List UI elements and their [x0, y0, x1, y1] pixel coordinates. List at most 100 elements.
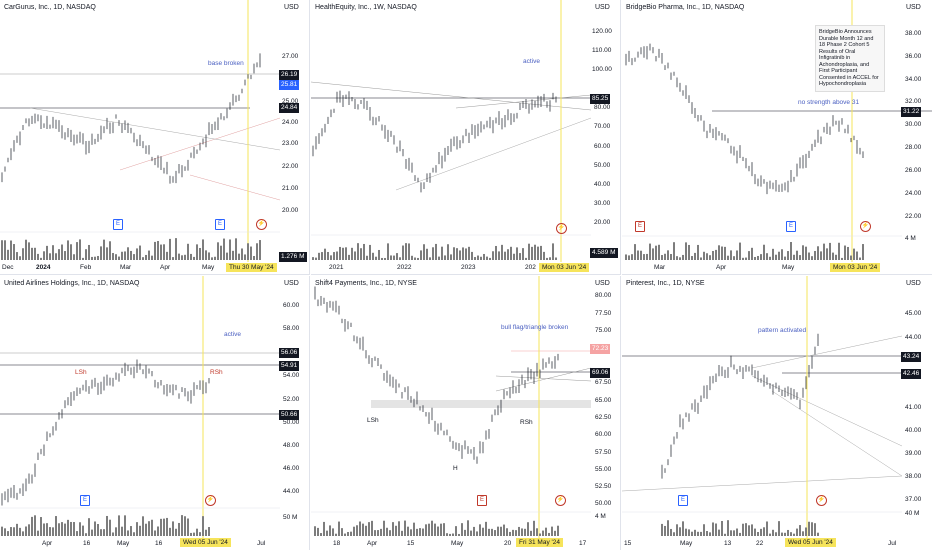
volume-bar [640, 250, 642, 260]
left-shoulder-label: LSh [367, 417, 379, 424]
y-tick: 100.00 [592, 66, 612, 73]
chart-panel-healthequity[interactable]: HealthEquity, Inc., 1W, NASDAQ USD 120.0… [311, 0, 621, 275]
volume-bar [97, 524, 99, 536]
lightning-icon[interactable]: ⚡ [556, 223, 567, 234]
chart-panel-united-airlines[interactable]: United Airlines Holdings, Inc., 1D, NASD… [0, 276, 310, 550]
volume-bar [121, 251, 123, 260]
volume-bar [371, 520, 373, 536]
annotation-note: active [523, 58, 540, 65]
news-callout[interactable]: BridgeBio Announces Durable Month 12 and… [815, 25, 885, 92]
volume-bar [477, 255, 479, 260]
earnings-icon[interactable]: E [215, 219, 225, 230]
crosshair-date-tag: Mon 03 Jun '24 [539, 263, 590, 272]
volume-bar [121, 526, 123, 536]
volume-bar [646, 253, 648, 260]
volume-bar [733, 530, 735, 536]
lightning-icon[interactable]: ⚡ [555, 495, 566, 506]
chart-title: United Airlines Holdings, Inc., 1D, NASD… [4, 280, 140, 287]
chart-panel-shift4[interactable]: Shift4 Payments, Inc., 1D, NYSE USD 80.0… [311, 276, 621, 550]
volume-bar [133, 254, 135, 260]
volume-bar [443, 523, 445, 536]
volume-bar [697, 244, 699, 260]
chart-title: BridgeBio Pharma, Inc., 1D, NASDAQ [626, 4, 745, 11]
earnings-icon[interactable]: E [477, 495, 487, 506]
y-tick: 60.00 [283, 302, 300, 309]
volume-bar [1, 240, 3, 260]
volume-bar [362, 523, 364, 536]
lightning-icon[interactable]: ⚡ [256, 219, 267, 230]
volume-bar [395, 525, 397, 536]
volume-bar [739, 532, 741, 536]
y-tick: 21.00 [282, 185, 299, 192]
volume-bar [82, 257, 84, 260]
volume-bar [793, 533, 795, 536]
volume-bar [375, 256, 377, 260]
volume-bar [712, 250, 714, 260]
chart-panel-cargurus[interactable]: CarGurus, Inc., 1D, NASDAQ USD 27.00 25.… [0, 0, 310, 275]
bridgebio-price-bars [625, 43, 864, 195]
volume-bar [444, 255, 446, 260]
united-airlines-volume-bars [1, 515, 210, 536]
earnings-icon[interactable]: E [113, 219, 123, 230]
volume-bar [455, 526, 457, 536]
volume-bar [503, 524, 505, 536]
volume-bar [549, 257, 551, 260]
lightning-icon[interactable]: ⚡ [205, 495, 216, 506]
volume-bar [465, 248, 467, 260]
volume-bar [832, 252, 834, 260]
volume-bar [456, 248, 458, 260]
x-tick: 17 [579, 540, 587, 547]
earnings-icon[interactable]: E [80, 495, 90, 506]
x-tick: May [451, 540, 464, 547]
volume-bar [528, 243, 530, 260]
volume-bar [820, 251, 822, 260]
lightning-icon[interactable]: ⚡ [860, 221, 871, 232]
volume-bar [380, 528, 382, 536]
price-tag: 50.66 [279, 410, 300, 420]
y-tick: 58.00 [283, 325, 300, 332]
earnings-icon[interactable]: E [635, 221, 645, 232]
lightning-icon[interactable]: ⚡ [816, 495, 827, 506]
volume-bar [697, 531, 699, 536]
chart-title: CarGurus, Inc., 1D, NASDAQ [4, 4, 96, 11]
volume-bar [787, 529, 789, 536]
united-airlines-price-bars [1, 359, 210, 506]
chart-panel-pinterest[interactable]: Pinterest, Inc., 1D, NYSE USD 45.00 44.0… [622, 276, 932, 550]
volume-bar [513, 253, 515, 260]
volume-bar [521, 528, 523, 536]
volume-bar [202, 239, 204, 260]
shift4-price-bars [314, 286, 559, 464]
chart-title: Shift4 Payments, Inc., 1D, NYSE [315, 280, 417, 287]
volume-bar [691, 531, 693, 536]
volume-bar [826, 248, 828, 260]
volume-bar [250, 246, 252, 260]
volume-tag: 4 M [905, 235, 916, 242]
y-tick: 60.00 [595, 431, 612, 438]
volume-bar [37, 530, 39, 536]
x-tick: Jul [888, 540, 897, 547]
volume-bar [124, 251, 126, 260]
volume-bar [91, 529, 93, 536]
earnings-icon[interactable]: E [678, 495, 688, 506]
chart-panel-bridgebio[interactable]: BridgeBio Pharma, Inc., 1D, NASDAQ USD 3… [622, 0, 932, 275]
pinterest-chart-svg [622, 276, 903, 538]
volume-bar [163, 244, 165, 260]
cargurus-price-bars [1, 53, 261, 184]
volume-bar [784, 256, 786, 260]
volume-bar [190, 253, 192, 260]
volume-bar [338, 521, 340, 536]
volume-bar [190, 532, 192, 536]
earnings-icon[interactable]: E [786, 221, 796, 232]
volume-bar [106, 515, 108, 536]
volume-bar [49, 527, 51, 536]
volume-bar [429, 257, 431, 260]
y-tick: 75.00 [595, 327, 612, 334]
volume-bar [79, 239, 81, 260]
currency-label: USD [284, 4, 299, 11]
volume-bar [540, 245, 542, 260]
x-tick: May [782, 264, 795, 271]
volume-bar [670, 528, 672, 536]
healthequity-price-bars [312, 90, 557, 193]
y-tick: 80.00 [595, 292, 612, 299]
volume-bar [745, 257, 747, 260]
